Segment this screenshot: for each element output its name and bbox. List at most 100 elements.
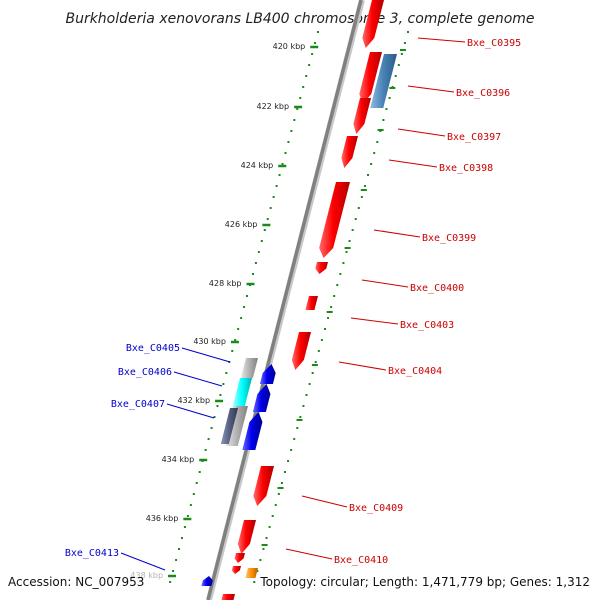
backbone-track: [206, 0, 365, 600]
outer-track-dot: [308, 64, 311, 66]
gene-bxe-c0399: [319, 182, 350, 258]
inner-track-dot: [382, 119, 385, 121]
inner-track-dot: [376, 141, 379, 143]
inner-track-dot: [400, 53, 403, 55]
inner-track-dot: [339, 273, 342, 275]
outer-track-dot: [302, 86, 305, 88]
outer-track-dot: [222, 383, 225, 385]
gene-bxe-c0405: [259, 364, 276, 384]
outer-track-dot: [314, 42, 317, 44]
outer-track-dot: [234, 339, 237, 341]
inner-track-dot: [357, 207, 360, 209]
outer-track-dot: [178, 548, 181, 550]
outer-track-dot: [192, 493, 195, 495]
scale-tick-label: 426 kbp: [225, 220, 258, 229]
gene-label-right: Bxe_C0396: [456, 88, 510, 99]
inner-track-dot: [360, 196, 363, 198]
leader-line-right: [417, 37, 466, 43]
gene-small-red-a: [234, 553, 245, 563]
inner-track-dot: [327, 317, 330, 319]
leader-line-left: [173, 371, 223, 387]
gene-bxe-c0407: [242, 412, 263, 450]
inner-track-dot: [256, 570, 259, 572]
inner-track-dot: [259, 559, 262, 561]
inner-track-dot: [403, 42, 406, 44]
outer-track-dot: [293, 119, 296, 121]
leader-line-right: [361, 279, 409, 288]
inner-track-dot: [271, 515, 274, 517]
inner-track-dot: [363, 185, 366, 187]
inner-track-dot: [351, 229, 354, 231]
inner-track-dot: [373, 152, 376, 154]
leader-line-right: [388, 159, 438, 168]
scale-tick-label: 436 kbp: [146, 514, 179, 523]
outer-track-dot: [266, 218, 269, 220]
gene-label-right: Bxe_C0403: [400, 320, 454, 331]
outer-track-dot: [216, 405, 219, 407]
inner-track-dot: [397, 64, 400, 66]
gene-label-right: Bxe_C0409: [349, 503, 403, 514]
inner-track-dot: [268, 526, 271, 528]
backbone-line: [206, 0, 363, 600]
scale-ticks: 420 kbp 422 kbp 424 kbp 426 kbp 428 kbp 430 k…: [130, 42, 319, 580]
outer-track-dot: [275, 185, 278, 187]
outer-track-dot: [204, 449, 207, 451]
outer-track-dot: [213, 416, 216, 418]
outer-track-dot: [225, 372, 228, 374]
outer-track-dot: [317, 31, 319, 33]
inner-track-dot: [317, 350, 320, 352]
outer-track-dot: [175, 559, 178, 561]
outer-track-dot: [257, 251, 260, 253]
leader-line-right: [301, 495, 348, 508]
scale-tick-label: 438 kbp: [130, 571, 163, 580]
outer-track-dot: [180, 537, 183, 539]
gene-bxe-c0395: [362, 0, 384, 48]
inner-track-dot: [290, 449, 293, 451]
outer-track-dot: [183, 526, 186, 528]
inner-track-dot: [262, 548, 265, 550]
outer-track-dot: [172, 570, 175, 572]
gene-features: [201, 0, 397, 600]
scale-tick-label: 434 kbp: [162, 455, 195, 464]
inner-track-dot: [320, 339, 323, 341]
inner-track-dot: [283, 471, 286, 473]
gene-bxe-c0409: [253, 466, 274, 506]
inner-track-dot: [308, 383, 311, 385]
inner-track-dot: [336, 284, 339, 286]
scale-tick-label: 432 kbp: [177, 396, 210, 405]
outer-track-dot: [311, 53, 314, 55]
label-leader-lines: [120, 37, 466, 571]
outer-track-dot: [210, 427, 213, 429]
outer-track-dot: [290, 130, 293, 132]
inner-track-dot: [287, 460, 290, 462]
gene-bxe-c0403-a: [305, 296, 318, 310]
gene-bxe-c0397: [353, 98, 371, 134]
inner-track-dot: [280, 482, 283, 484]
outer-track-dot: [240, 317, 243, 319]
outer-track-dot: [246, 295, 249, 297]
gene-bxe-c0413: [201, 576, 213, 586]
outer-track-dot: [243, 306, 246, 308]
gene-label-left: Bxe_C0413: [65, 548, 119, 559]
gene-small-red-b: [231, 566, 241, 574]
scale-tick-label: 420 kbp: [273, 42, 306, 51]
inner-track-dot: [342, 262, 345, 264]
outer-track-dot: [287, 141, 290, 143]
outer-track-dot: [260, 240, 263, 242]
outer-track-dot: [284, 152, 287, 154]
leader-line-right: [350, 317, 399, 325]
outer-track-dot: [237, 328, 240, 330]
highlight-slate: [220, 408, 238, 444]
gene-small-red-c: [221, 594, 235, 600]
inner-track-dot: [296, 427, 299, 429]
leader-line-right: [285, 548, 333, 560]
gene-labels: Bxe_C0395 Bxe_C0396 Bxe_C0397 Bxe_C0398 Bxe_…: [65, 38, 521, 566]
inner-track-dot: [274, 504, 277, 506]
inner-track-dot: [407, 31, 409, 33]
inner-track-dot: [265, 537, 268, 539]
outer-track-dot: [251, 273, 254, 275]
inner-track-dot: [370, 163, 373, 165]
inner-track-dot: [330, 306, 333, 308]
highlight-gray-bottom: [225, 406, 248, 446]
